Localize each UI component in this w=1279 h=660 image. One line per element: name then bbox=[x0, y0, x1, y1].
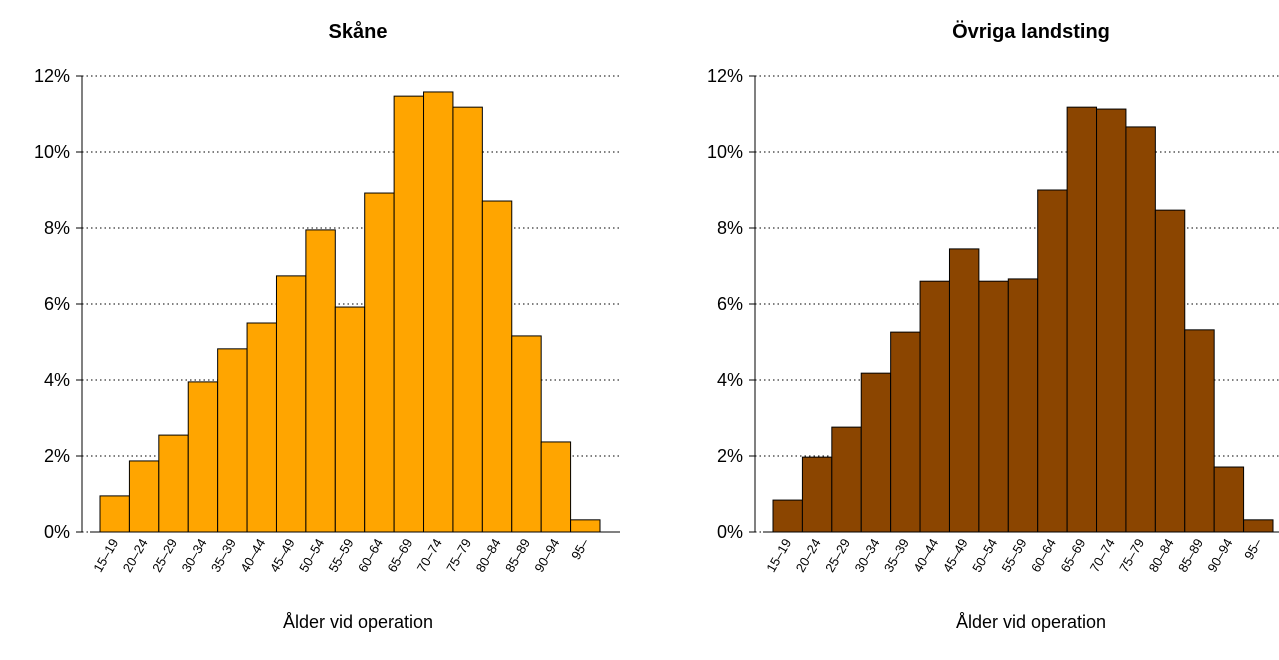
bar bbox=[364, 192, 395, 533]
bar bbox=[1154, 209, 1186, 533]
bar bbox=[305, 229, 336, 533]
bar bbox=[948, 248, 980, 533]
x-tick-label: 35–39 bbox=[881, 536, 912, 575]
bar bbox=[1213, 466, 1245, 533]
bar bbox=[1007, 278, 1039, 533]
y-tick-label: 8% bbox=[717, 218, 743, 238]
bar bbox=[334, 306, 366, 533]
bar bbox=[1125, 126, 1156, 533]
x-tick-label: 25–29 bbox=[822, 536, 853, 575]
x-tick-label: 50–54 bbox=[296, 536, 327, 575]
bar bbox=[540, 441, 572, 533]
bar bbox=[452, 106, 483, 533]
x-tick-label: 20–24 bbox=[793, 536, 824, 575]
x-tick-label: 80–84 bbox=[473, 536, 504, 575]
x-tick-label: 50–54 bbox=[969, 536, 1000, 575]
x-tick-label: 40–44 bbox=[237, 536, 268, 575]
bar bbox=[128, 460, 160, 533]
x-tick-label: 45–49 bbox=[267, 536, 298, 575]
chart-title: Skåne bbox=[329, 20, 388, 43]
x-tick-label: 15–19 bbox=[763, 536, 794, 575]
bar bbox=[772, 499, 803, 533]
bar bbox=[978, 280, 1009, 533]
chart-title: Övriga landsting bbox=[952, 20, 1110, 43]
bar bbox=[1066, 106, 1098, 533]
bar bbox=[860, 372, 892, 533]
y-tick-label: 6% bbox=[717, 294, 743, 314]
bar bbox=[99, 495, 130, 533]
y-tick-label: 8% bbox=[44, 218, 70, 238]
bar bbox=[393, 95, 425, 533]
x-tick-label: 90–94 bbox=[531, 536, 562, 575]
x-tick-label: 20–24 bbox=[120, 536, 151, 575]
x-tick-label: 60–64 bbox=[355, 536, 386, 575]
y-tick-label: 6% bbox=[44, 294, 70, 314]
x-tick-label: 60–64 bbox=[1028, 536, 1059, 575]
x-tick-label: 55–59 bbox=[999, 536, 1030, 575]
x-tick-label: 65–69 bbox=[384, 536, 415, 575]
x-tick-label: 75–79 bbox=[1116, 536, 1147, 575]
x-tick-label: 65–69 bbox=[1057, 536, 1088, 575]
y-tick-label: 2% bbox=[44, 446, 70, 466]
bar bbox=[570, 519, 601, 533]
bar bbox=[511, 335, 542, 533]
bar bbox=[158, 434, 189, 533]
bar bbox=[423, 91, 454, 533]
y-tick-label: 4% bbox=[717, 370, 743, 390]
y-tick-label: 10% bbox=[707, 142, 743, 162]
x-tick-label: 30–34 bbox=[851, 536, 882, 575]
x-tick-label: 35–39 bbox=[208, 536, 239, 575]
bar bbox=[246, 322, 277, 533]
bar bbox=[217, 348, 248, 533]
y-tick-label: 12% bbox=[707, 66, 743, 86]
y-tick-label: 2% bbox=[717, 446, 743, 466]
y-tick-label: 12% bbox=[34, 66, 70, 86]
bar bbox=[1096, 108, 1127, 533]
x-tick-label: 90–94 bbox=[1204, 536, 1235, 575]
x-tick-label: 70–74 bbox=[1087, 536, 1118, 575]
bar bbox=[1037, 189, 1068, 533]
bar bbox=[801, 456, 833, 533]
x-tick-label: 70–74 bbox=[414, 536, 445, 575]
x-tick-label: 30–34 bbox=[178, 536, 209, 575]
x-tick-label: 55–59 bbox=[326, 536, 357, 575]
x-tick-label: 85–89 bbox=[502, 536, 533, 575]
bar bbox=[1184, 329, 1215, 533]
x-tick-label: 95– bbox=[1241, 535, 1265, 562]
x-axis-label: Ålder vid operation bbox=[956, 612, 1106, 632]
x-tick-label: 85–89 bbox=[1175, 536, 1206, 575]
x-axis-label: Ålder vid operation bbox=[283, 612, 433, 632]
bar bbox=[1243, 519, 1274, 533]
bar bbox=[187, 381, 219, 533]
bar bbox=[275, 275, 307, 533]
y-tick-label: 10% bbox=[34, 142, 70, 162]
bar bbox=[890, 331, 921, 533]
y-tick-label: 0% bbox=[717, 522, 743, 542]
x-tick-label: 95– bbox=[568, 535, 592, 562]
x-tick-label: 45–49 bbox=[940, 536, 971, 575]
x-tick-label: 15–19 bbox=[90, 536, 121, 575]
x-tick-label: 80–84 bbox=[1146, 536, 1177, 575]
x-tick-label: 40–44 bbox=[910, 536, 941, 575]
bar bbox=[481, 200, 513, 533]
x-tick-label: 25–29 bbox=[149, 536, 180, 575]
y-tick-label: 0% bbox=[44, 522, 70, 542]
y-tick-label: 4% bbox=[44, 370, 70, 390]
x-tick-label: 75–79 bbox=[443, 536, 474, 575]
bar bbox=[831, 426, 862, 533]
bar bbox=[919, 280, 950, 533]
